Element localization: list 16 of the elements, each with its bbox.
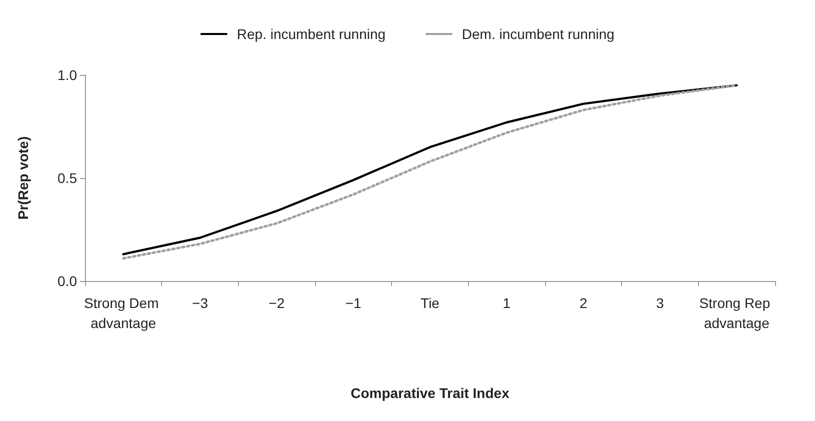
y-tick-label: 1.0 — [58, 67, 78, 83]
x-tick-label: Tie — [420, 295, 440, 311]
x-tick-label: −3 — [192, 295, 208, 311]
y-tick-label: 0.0 — [58, 273, 78, 289]
x-tick-label: −1 — [345, 295, 362, 311]
x-tick-label: Strong Rep advantage — [699, 295, 774, 331]
x-tick-label: Strong Dem advantage — [84, 295, 163, 331]
x-axis-title: Comparative Trait Index — [350, 385, 510, 401]
x-tick-label: 2 — [579, 295, 588, 311]
y-axis-title: Pr(Rep vote) — [15, 136, 31, 220]
x-tick-label: 3 — [656, 295, 664, 311]
y-tick-label: 0.5 — [58, 170, 78, 186]
x-tick-label: −2 — [268, 295, 285, 311]
legend-label: Rep. incumbent running — [236, 26, 386, 42]
x-tick-label: 1 — [502, 295, 511, 311]
legend-label: Dem. incumbent running — [462, 26, 614, 42]
